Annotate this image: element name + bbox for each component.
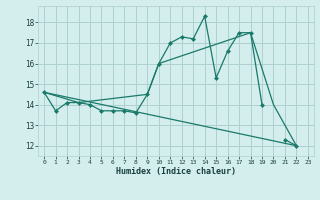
X-axis label: Humidex (Indice chaleur): Humidex (Indice chaleur) <box>116 167 236 176</box>
